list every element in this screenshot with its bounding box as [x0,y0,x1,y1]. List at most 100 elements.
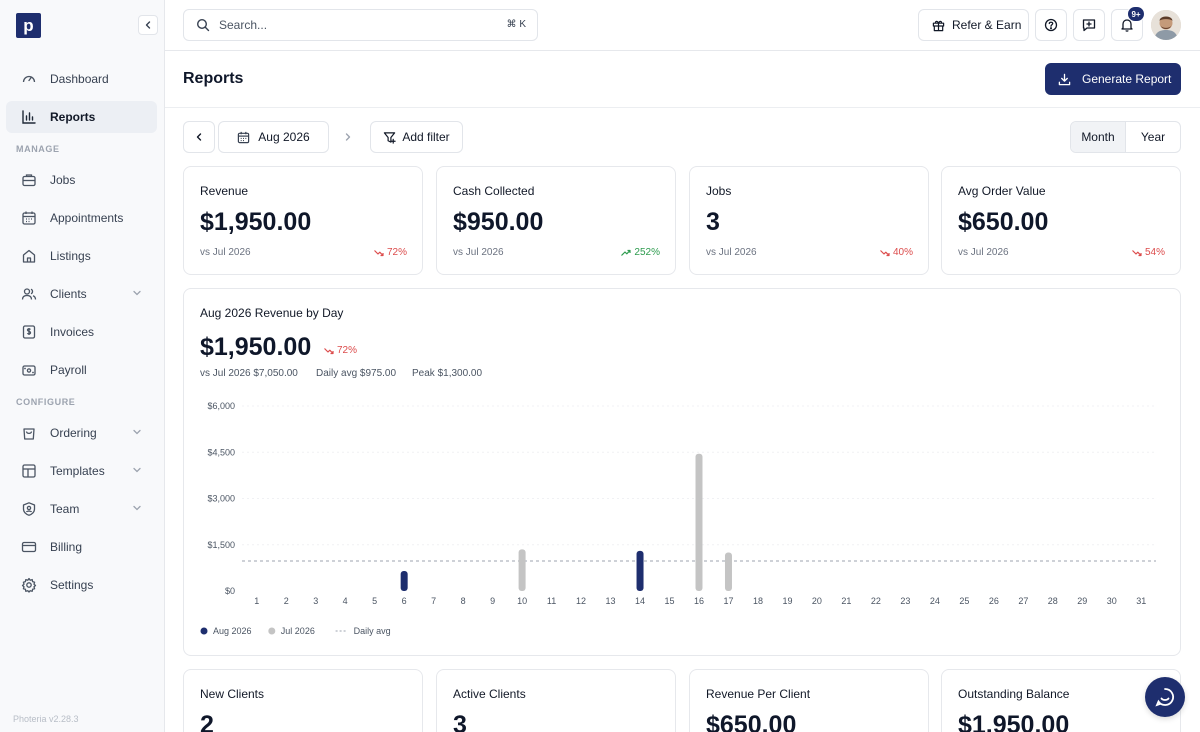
trend-down-icon [374,249,384,257]
bar-prior-day-10 [518,549,526,591]
sidebar-item-billing[interactable]: Billing [6,531,157,563]
credit-card-icon [21,539,37,555]
sidebar-item-jobs[interactable]: Jobs [6,164,157,196]
wallet-icon [21,362,37,378]
kpi-change: 72% [374,247,407,258]
sidebar-item-payroll[interactable]: Payroll [6,354,157,386]
avatar[interactable] [1151,10,1181,40]
template-icon [21,463,37,479]
legend-swatch [200,627,208,635]
section-label-manage: MANAGE [16,144,60,154]
sidebar-item-templates[interactable]: Templates [6,455,157,487]
sidebar-item-reports[interactable]: Reports [6,101,157,133]
chevron-right-icon [343,132,353,142]
shopping-bag-icon [21,425,37,441]
generate-report-button[interactable]: Generate Report [1045,63,1181,95]
kpi-card-active-clients: Active Clients 3 [436,669,676,732]
period-picker[interactable]: Aug 2026 [218,121,329,153]
sidebar-item-appointments[interactable]: Appointments [6,202,157,234]
chevron-down-icon [132,503,142,513]
kpi-title: Revenue [200,184,249,198]
previous-period-button[interactable] [183,121,215,153]
tab-year[interactable]: Year [1140,130,1166,144]
kpi-card-outstanding-balance: Outstanding Balance $1,950.00 [941,669,1181,732]
notification-badge: 9+ [1127,6,1145,22]
y-tick-label: $6,000 [207,401,235,411]
help-button[interactable] [1035,9,1067,41]
x-tick-label: 30 [1107,596,1117,606]
sidebar-item-ordering[interactable]: Ordering [6,417,157,449]
kpi-comparison: vs Jul 2026 [200,247,251,258]
kpi-value: 3 [706,208,720,236]
header-divider [165,107,1200,108]
kpi-value: $1,950.00 [200,208,312,236]
kpi-title: New Clients [200,687,265,701]
tab-month[interactable]: Month [1071,122,1126,152]
next-period-button[interactable] [332,121,364,153]
sidebar-item-invoices[interactable]: Invoices [6,316,157,348]
x-tick-label: 31 [1136,596,1146,606]
sidebar-item-label: Billing [50,540,83,554]
sidebar-item-clients[interactable]: Clients [6,278,157,310]
gear-icon [21,577,37,593]
chart-vs-text: vs Jul 2026 $7,050.00 [200,368,298,379]
sidebar-item-team[interactable]: Team [6,493,157,525]
kpi-card-avg-order-value: Avg Order Value $650.00 vs Jul 2026 54% [941,166,1181,275]
logo-letter: p [23,16,34,35]
x-tick-label: 25 [959,596,969,606]
period-toggle: Month Year [1070,121,1181,153]
x-tick-label: 27 [1018,596,1028,606]
legend-swatch [268,627,276,635]
x-tick-label: 20 [812,596,822,606]
x-tick-label: 17 [723,596,733,606]
y-tick-label: $4,500 [207,447,235,457]
chart-peak-text: Peak $1,300.00 [412,368,483,379]
add-filter-button[interactable]: Add filter [370,121,463,153]
sidebar-item-dashboard[interactable]: Dashboard [6,63,157,95]
search-input[interactable]: Search... ⌘ K [183,9,538,41]
chat-support-button[interactable] [1145,677,1185,717]
briefcase-icon [21,172,37,188]
chevron-left-icon [194,132,204,142]
kpi-card-jobs: Jobs 3 vs Jul 2026 40% [689,166,929,275]
refer-earn-label: Refer & Earn [952,18,1022,32]
kpi-comparison: vs Jul 2026 [958,247,1009,258]
x-tick-label: 16 [694,596,704,606]
x-tick-label: 6 [402,596,407,606]
x-tick-label: 29 [1077,596,1087,606]
refer-earn-button[interactable]: Refer & Earn [918,9,1029,41]
kpi-value: $650.00 [958,208,1049,236]
collapse-sidebar-button[interactable] [138,15,158,35]
revenue-by-day-card: Aug 2026 Revenue by Day $1,950.00 72% vs… [183,288,1181,656]
bell-icon [1120,18,1134,32]
gauge-icon [21,71,37,87]
kpi-change-value: 252% [634,247,660,258]
x-tick-label: 15 [665,596,675,606]
x-tick-label: 10 [517,596,527,606]
y-tick-label: $1,500 [207,540,235,550]
feedback-button[interactable] [1073,9,1105,41]
section-label-configure: CONFIGURE [16,397,76,407]
x-tick-label: 21 [841,596,851,606]
chevron-left-icon [143,20,153,30]
download-icon [1058,73,1071,86]
chart-change: 72% [324,345,357,356]
y-tick-label: $3,000 [207,494,235,504]
kpi-card-revenue: Revenue $1,950.00 vs Jul 2026 72% [183,166,423,275]
chart-total: $1,950.00 [200,333,312,361]
calendar-icon [21,210,37,226]
x-tick-label: 7 [431,596,436,606]
x-tick-label: 23 [900,596,910,606]
sidebar-item-settings[interactable]: Settings [6,569,157,601]
app-logo[interactable]: p [16,13,41,38]
sidebar-item-listings[interactable]: Listings [6,240,157,272]
x-tick-label: 28 [1048,596,1058,606]
sidebar-item-label: Clients [50,287,87,301]
chevron-down-icon [132,465,142,475]
trend-down-icon [324,347,334,355]
chart-title: Aug 2026 Revenue by Day [200,306,344,320]
x-tick-label: 18 [753,596,763,606]
kpi-title: Active Clients [453,687,526,701]
sidebar-item-label: Settings [50,578,94,592]
